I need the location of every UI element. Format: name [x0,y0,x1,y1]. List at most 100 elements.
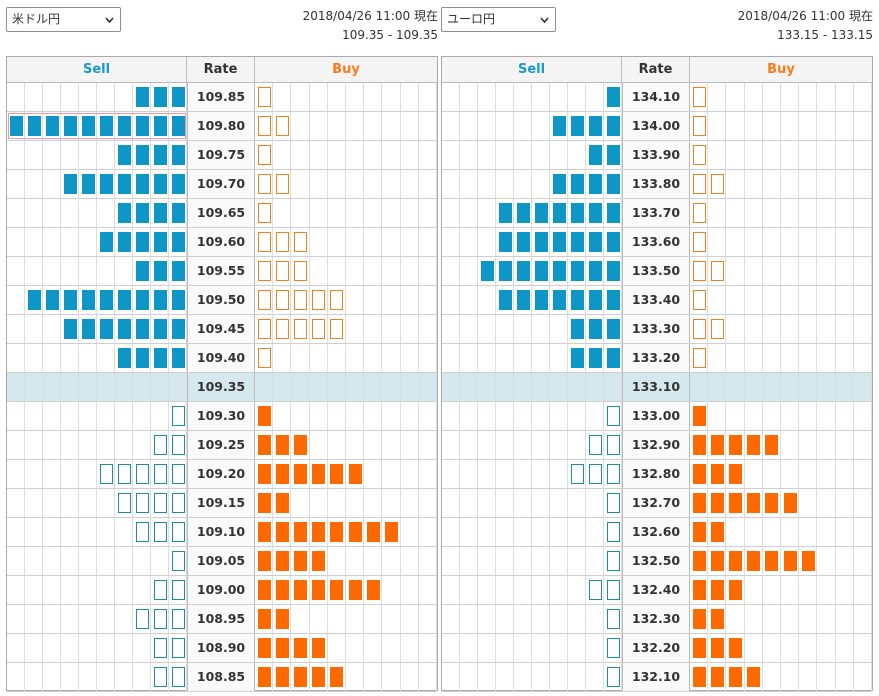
currency-pair-select-eurjpy[interactable]: ユーロ円 [441,7,556,32]
grid-cell [255,373,274,401]
sell-order-block [135,348,149,368]
buy-order-block [312,638,326,658]
grid-cell [43,663,61,691]
grid-cell [25,344,43,372]
grid-cell [364,315,383,343]
buy-order-block [257,464,271,484]
grid-cell [781,605,800,633]
grid-cell [514,141,532,169]
grid-cell [496,141,514,169]
grid-cell [836,315,854,343]
grid-cell [310,663,328,691]
grid-cell [255,518,274,546]
buy-order-block [294,435,307,455]
grid-cell [43,199,61,227]
grid-cell [442,373,460,401]
grid-cell [273,315,292,343]
sell-order-block [153,580,167,600]
grid-cell [496,257,514,285]
grid-cell [496,344,514,372]
grid-cell [568,489,586,517]
grid-cell [568,112,586,140]
grid-cell [419,344,437,372]
grid-cell [763,605,781,633]
sell-order-block [588,203,602,223]
sell-header: Sell [7,57,187,83]
sell-order-block [135,319,149,339]
grid-cell [836,373,854,401]
grid-cell [496,112,514,140]
table-row: 132.80 [442,460,872,489]
grid-cell [364,257,383,285]
grid-cell [478,344,496,372]
grid-cell [836,344,854,372]
grid-cell [604,228,622,256]
sell-order-block [606,116,620,136]
grid-cell [419,83,437,111]
grid-cell [79,141,97,169]
grid-cell [169,257,187,285]
currency-pair-select-usdjpy[interactable]: 米ドル円 [6,7,121,32]
grid-cell [364,373,383,401]
buy-order-block [710,667,724,687]
grid-cell [442,518,460,546]
buy-order-block [692,638,706,658]
sell-order-block [552,116,566,136]
table-row: 133.80 [442,170,872,199]
grid-cell [273,141,292,169]
grid-cell [364,344,383,372]
sell-order-block [588,145,602,165]
table-row: 109.05 [7,547,437,576]
grid-cell [726,83,745,111]
grid-cell [442,431,460,459]
rate-value: 109.55 [187,257,255,285]
grid-cell [346,170,365,198]
table-row: 133.60 [442,228,872,257]
grid-cell [328,663,346,691]
rate-value: 132.30 [622,605,690,633]
grid-cell [781,402,800,430]
grid-cell [7,170,25,198]
grid-cell [799,663,818,691]
buy-order-block [275,319,289,339]
sell-order-block [63,116,77,136]
buy-order-block [257,145,271,165]
grid-cell [151,170,169,198]
sell-order-block [570,174,584,194]
grid-cell [763,257,781,285]
grid-cell [799,518,818,546]
grid-cell [781,576,800,604]
grid-cell [442,460,460,488]
grid-cell [568,83,586,111]
rate-value: 132.40 [622,576,690,604]
grid-cell [745,663,763,691]
grid-cell [133,460,151,488]
table-row: 109.70 [7,170,437,199]
grid-cell [169,402,187,430]
buy-order-block [257,261,271,281]
grid-cell [514,518,532,546]
buy-order-block [710,638,724,658]
grid-cell [346,315,365,343]
grid-cell [346,518,365,546]
grid-cell [836,170,854,198]
grid-cell [43,518,61,546]
rate-value: 109.35 [187,373,255,401]
grid-cell [478,315,496,343]
grid-cell [401,141,419,169]
grid-cell [496,228,514,256]
buy-order-block [692,667,706,687]
grid-cell [419,518,437,546]
grid-cell [151,257,169,285]
grid-cell [478,112,496,140]
grid-cell [799,199,818,227]
grid-cell [442,663,460,691]
sell-order-block [153,464,167,484]
buy-order-block [257,348,271,368]
grid-cell [419,605,437,633]
grid-cell [726,315,745,343]
grid-cell [726,634,745,662]
buy-order-block [294,580,307,600]
grid-cell [255,663,274,691]
grid-cell [7,576,25,604]
